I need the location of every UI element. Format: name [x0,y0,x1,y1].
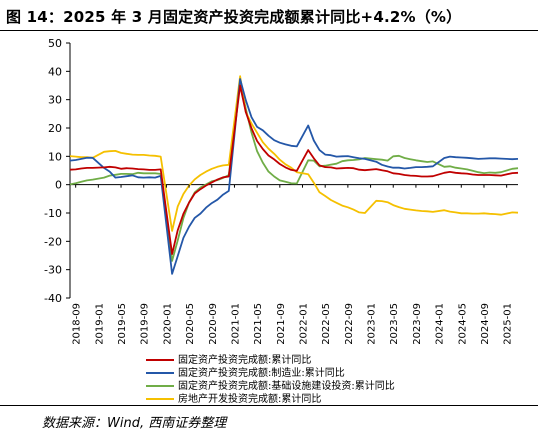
series-line-manufacturing [69,78,519,275]
x-tick-label: 2023-05 [389,303,400,345]
x-tick-label: 2019-05 [117,303,128,345]
legend-swatch-infrastructure [146,385,174,387]
series-line-real-estate [69,75,519,232]
x-tick-label: 2021-01 [230,303,241,345]
x-tick-label: 2023-09 [412,303,423,345]
series-line-total [69,84,519,256]
title-divider [0,30,538,31]
x-tick-label: 2020-01 [162,303,173,345]
legend-item-total: 固定资产投资完成额:累计同比 [146,351,311,366]
source-note: 数据来源：Wind, 西南证券整理 [42,416,227,431]
x-tick-label: 2021-05 [253,303,264,345]
legend-item-manufacturing: 固定资产投资完成额:制造业:累计同比 [146,364,345,379]
series-line-infrastructure [69,80,519,262]
y-tick-label: 0 [55,179,62,192]
x-tick-label: 2021-09 [276,303,287,345]
y-tick-label: 40 [48,65,62,78]
figure-title: 图 14：2025 年 3 月固定资产投资完成额累计同比+4.2%（%） [6,8,462,26]
x-tick-label: 2020-09 [208,303,219,345]
legend-swatch-real-estate [146,398,174,400]
legend-item-real-estate: 房地产开发投资完成额:累计同比 [146,390,321,405]
legend-label-infrastructure: 固定资产投资完成额:基础设施建设投资:累计同比 [178,381,395,392]
x-tick-label: 2025-01 [503,303,514,345]
legend-swatch-manufacturing [146,372,174,374]
x-tick-label: 2024-05 [457,303,468,345]
legend-swatch-total [146,359,174,361]
y-tick-label: -20 [44,235,62,248]
x-tick-label: 2022-05 [321,303,332,345]
x-tick-label: 2019-09 [140,303,151,345]
y-tick-label: 10 [48,150,62,163]
legend-item-infrastructure: 固定资产投资完成额:基础设施建设投资:累计同比 [146,377,395,392]
legend-label-total: 固定资产投资完成额:累计同比 [178,355,312,366]
x-tick-label: 2022-01 [299,303,310,345]
chart-plot-area [69,75,519,275]
chart-axes [69,43,518,298]
x-axis-ticks: 2018-09 2019-01 2019-05 2019-09 2020-01 2020-… [72,184,514,345]
y-tick-label: 50 [48,37,62,50]
legend-label-real-estate: 房地产开发投资完成额:累计同比 [178,394,322,405]
y-tick-label: 20 [48,122,62,135]
x-tick-label: 2018-09 [72,303,83,345]
x-tick-label: 2022-09 [344,303,355,345]
y-tick-label: -10 [44,207,62,220]
y-tick-label: -40 [44,292,62,305]
y-axis-ticks: 50 40 30 20 10 0 -10 -20 -30 -40 [44,37,70,305]
source-divider [0,405,538,406]
x-tick-label: 2024-09 [480,303,491,345]
x-tick-label: 2024-01 [435,303,446,345]
x-tick-label: 2020-05 [185,303,196,345]
x-tick-label: 2023-01 [367,303,378,345]
y-tick-label: 30 [48,94,62,107]
x-tick-label: 2019-01 [94,303,105,345]
legend-label-manufacturing: 固定资产投资完成额:制造业:累计同比 [178,368,345,379]
y-tick-label: -30 [44,264,62,277]
